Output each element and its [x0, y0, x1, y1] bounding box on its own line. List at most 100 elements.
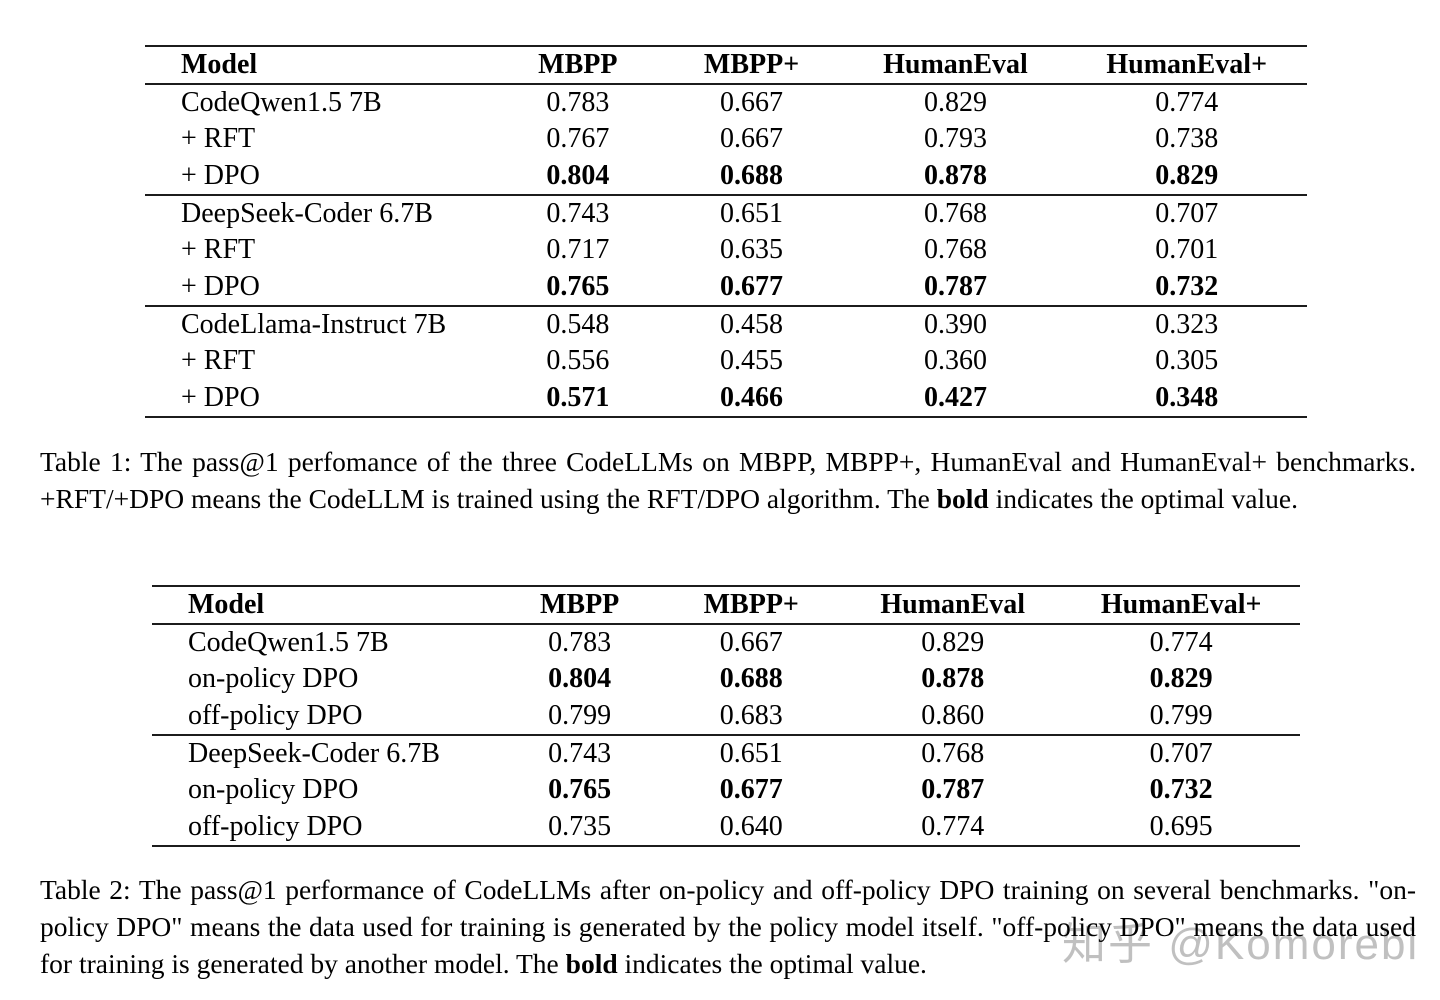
- score-cell: 0.688: [719, 663, 783, 695]
- table-row: DeepSeek-Coder 6.7B 0.743 0.651 0.768 0.707: [145, 196, 1307, 232]
- table-1-body: CodeQwen1.5 7B 0.783 0.667 0.829 0.774 + RFT 0…: [145, 85, 1307, 416]
- score-cell: 0.738: [1155, 123, 1219, 155]
- column-header-model: Model: [188, 589, 265, 620]
- caption-text: indicates the optimal value.: [617, 948, 927, 979]
- score-cell: 0.390: [923, 308, 987, 340]
- score-cell: 0.556: [546, 345, 610, 377]
- score-cell: 0.829: [1155, 159, 1219, 191]
- score-cell: 0.651: [719, 738, 783, 770]
- model-name-cell: off-policy DPO: [188, 699, 363, 731]
- score-cell: 0.829: [1149, 663, 1213, 695]
- table-row: + RFT 0.556 0.455 0.360 0.305: [145, 343, 1307, 379]
- score-cell: 0.768: [921, 738, 985, 770]
- score-cell: 0.707: [1149, 738, 1213, 770]
- score-cell: 0.768: [923, 234, 987, 266]
- score-cell: 0.427: [923, 381, 987, 413]
- table-row-group: CodeQwen1.5 7B 0.783 0.667 0.829 0.774 + RFT 0…: [145, 85, 1307, 196]
- table-row: CodeQwen1.5 7B 0.783 0.667 0.829 0.774: [145, 85, 1307, 121]
- score-cell: 0.458: [720, 308, 784, 340]
- score-cell: 0.774: [921, 810, 985, 842]
- table-1-header-row: Model MBPP MBPP+ HumanEval HumanEval+: [145, 47, 1307, 85]
- score-cell: 0.360: [923, 345, 987, 377]
- zhihu-watermark: 知乎 @Komorebi: [1062, 920, 1420, 969]
- score-cell: 0.677: [720, 270, 784, 302]
- score-cell: 0.804: [546, 159, 610, 191]
- caption-bold-word: bold: [565, 948, 618, 979]
- score-cell: 0.878: [923, 159, 987, 191]
- model-name-cell: + DPO: [181, 381, 260, 413]
- table-2-caption: Table 2: The pass@1 performance of CodeL…: [40, 871, 1416, 982]
- score-cell: 0.735: [548, 810, 612, 842]
- score-cell: 0.783: [546, 87, 610, 119]
- table-row: CodeQwen1.5 7B 0.783 0.667 0.829 0.774: [152, 625, 1300, 661]
- column-header-mbpp-plus: MBPP+: [703, 49, 800, 80]
- score-cell: 0.466: [720, 381, 784, 413]
- table-2-header-row: Model MBPP MBPP+ HumanEval HumanEval+: [152, 587, 1300, 625]
- score-cell: 0.765: [548, 774, 612, 806]
- score-cell: 0.348: [1155, 381, 1219, 413]
- score-cell: 0.743: [548, 738, 612, 770]
- score-cell: 0.688: [720, 159, 784, 191]
- table-row-group: CodeQwen1.5 7B 0.783 0.667 0.829 0.774 on-pol…: [152, 625, 1300, 736]
- score-cell: 0.667: [719, 627, 783, 659]
- score-cell: 0.701: [1155, 234, 1219, 266]
- column-header-mbpp: MBPP: [539, 589, 620, 620]
- score-cell: 0.732: [1149, 774, 1213, 806]
- score-cell: 0.787: [923, 270, 987, 302]
- model-name-cell: DeepSeek-Coder 6.7B: [181, 198, 433, 230]
- score-cell: 0.667: [720, 123, 784, 155]
- table-row: + RFT 0.767 0.667 0.793 0.738: [145, 121, 1307, 157]
- table-row-group: DeepSeek-Coder 6.7B 0.743 0.651 0.768 0.707 +…: [145, 196, 1307, 307]
- column-header-mbpp: MBPP: [538, 49, 618, 80]
- column-header-mbpp-plus: MBPP+: [703, 589, 799, 620]
- model-name-cell: + DPO: [181, 270, 260, 302]
- table-row: + DPO 0.765 0.677 0.787 0.732: [145, 268, 1307, 304]
- score-cell: 0.787: [921, 774, 985, 806]
- score-cell: 0.635: [720, 234, 784, 266]
- score-cell: 0.793: [923, 123, 987, 155]
- model-name-cell: on-policy DPO: [188, 663, 359, 695]
- score-cell: 0.732: [1155, 270, 1219, 302]
- score-cell: 0.305: [1155, 345, 1219, 377]
- table-1: Model MBPP MBPP+ HumanEval HumanEval+ Co…: [145, 45, 1307, 418]
- table-row: + DPO 0.804 0.688 0.878 0.829: [145, 158, 1307, 194]
- score-cell: 0.829: [921, 627, 985, 659]
- model-name-cell: + DPO: [181, 159, 260, 191]
- score-cell: 0.677: [719, 774, 783, 806]
- table-row: off-policy DPO 0.799 0.683 0.860 0.799: [152, 698, 1300, 734]
- caption-bold-word: bold: [936, 483, 989, 514]
- table-row: on-policy DPO 0.765 0.677 0.787 0.732: [152, 772, 1300, 808]
- score-cell: 0.571: [546, 381, 610, 413]
- score-cell: 0.640: [719, 810, 783, 842]
- model-name-cell: CodeQwen1.5 7B: [188, 627, 389, 659]
- score-cell: 0.860: [921, 699, 985, 731]
- table-row: off-policy DPO 0.735 0.640 0.774 0.695: [152, 808, 1300, 844]
- score-cell: 0.799: [548, 699, 612, 731]
- score-cell: 0.707: [1155, 198, 1219, 230]
- table-row: DeepSeek-Coder 6.7B 0.743 0.651 0.768 0.707: [152, 736, 1300, 772]
- column-header-humaneval: HumanEval: [880, 589, 1026, 620]
- score-cell: 0.455: [720, 345, 784, 377]
- column-header-humaneval: HumanEval: [883, 49, 1028, 80]
- table-row: + RFT 0.717 0.635 0.768 0.701: [145, 232, 1307, 268]
- score-cell: 0.323: [1155, 308, 1219, 340]
- score-cell: 0.768: [923, 198, 987, 230]
- table-row: on-policy DPO 0.804 0.688 0.878 0.829: [152, 661, 1300, 697]
- score-cell: 0.667: [720, 87, 784, 119]
- column-header-humaneval-plus: HumanEval+: [1100, 589, 1262, 620]
- model-name-cell: off-policy DPO: [188, 810, 363, 842]
- score-cell: 0.651: [720, 198, 784, 230]
- score-cell: 0.548: [546, 308, 610, 340]
- caption-text: indicates the optimal value.: [988, 483, 1298, 514]
- model-name-cell: + RFT: [181, 345, 256, 377]
- table-row: CodeLlama-Instruct 7B 0.548 0.458 0.390 0.32…: [145, 307, 1307, 343]
- column-header-model: Model: [181, 49, 258, 80]
- model-name-cell: CodeLlama-Instruct 7B: [181, 308, 447, 340]
- score-cell: 0.774: [1155, 87, 1219, 119]
- caption-text: Table 2: The pass@1 performance of CodeL…: [40, 874, 1416, 979]
- table-row-group: DeepSeek-Coder 6.7B 0.743 0.651 0.768 0.707 o…: [152, 736, 1300, 845]
- score-cell: 0.878: [921, 663, 985, 695]
- column-header-humaneval-plus: HumanEval+: [1106, 49, 1268, 80]
- score-cell: 0.683: [719, 699, 783, 731]
